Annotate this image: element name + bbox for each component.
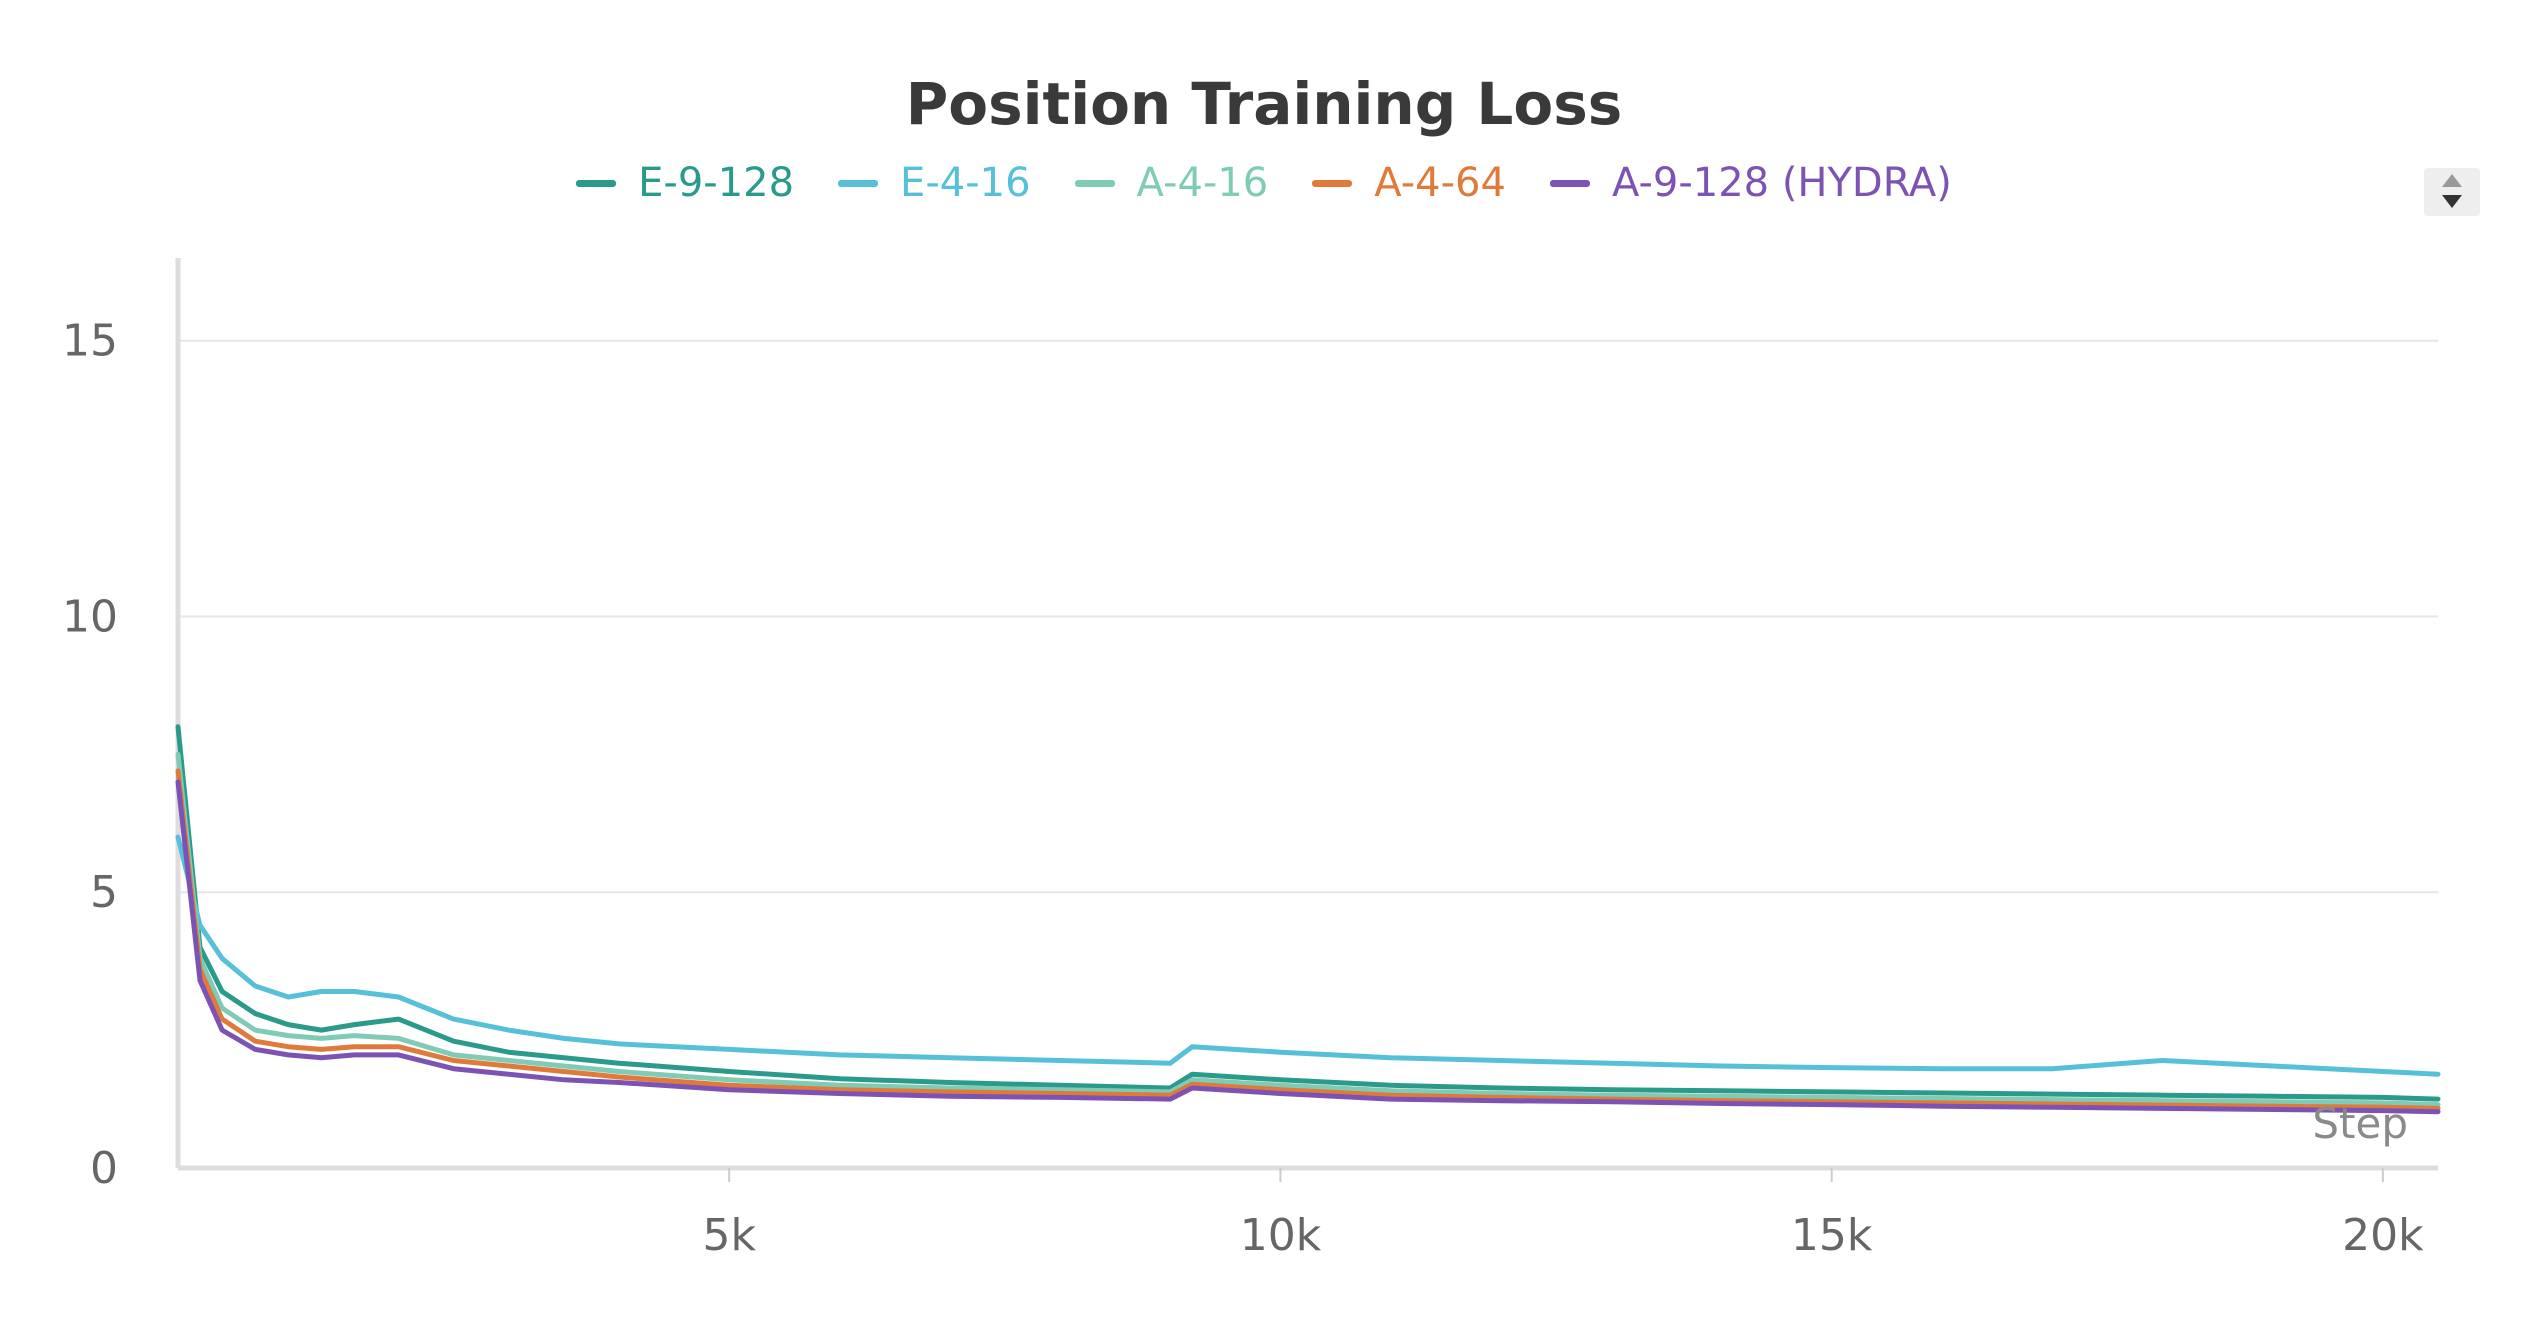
legend-label-a-4-16: A-4-16 [1136,160,1269,206]
chart-legend: E-9-128 E-4-16 A-4-16 A-4-64 A-9-128 (HY… [0,160,2528,206]
legend-label-e-4-16: E-4-16 [900,160,1031,206]
scroll-down-arrow-icon[interactable] [2442,195,2462,208]
series-line-e-4-16 [175,834,2441,1077]
x-tick-label: 15k [1791,1210,1873,1261]
legend-item-a-4-64[interactable]: A-4-64 [1312,160,1506,206]
series-line-a-4-64 [175,768,2441,1111]
x-axis-label: Step [2312,1099,2408,1148]
scroll-up-arrow-icon[interactable] [2442,174,2462,187]
series-line-a-4-16 [175,751,2441,1108]
legend-label-e-9-128: E-9-128 [638,160,795,206]
legend-label-a-9-128-hydra: A-9-128 (HYDRA) [1611,160,1952,206]
legend-swatch-a-4-64 [1312,179,1353,187]
legend-item-e-4-16[interactable]: E-4-16 [838,160,1031,206]
legend-label-a-4-64: A-4-64 [1374,160,1506,206]
y-tick-label: 0 [90,1143,118,1194]
x-tick-label: 20k [2342,1210,2424,1261]
series-line-a-9-128-hydra [175,779,2441,1115]
y-tick-label: 15 [62,316,118,367]
legend-scroll-button[interactable] [2424,168,2480,216]
legend-swatch-a-9-128-hydra [1549,179,1590,187]
chart-title: Position Training Loss [905,70,1623,138]
x-tick-label: 5k [702,1210,756,1261]
y-tick-label: 10 [62,591,118,642]
legend-item-a-9-128-hydra[interactable]: A-9-128 (HYDRA) [1549,160,1952,206]
y-tick-label: 5 [90,867,118,918]
legend-swatch-a-4-16 [1074,179,1115,187]
legend-item-a-4-16[interactable]: A-4-16 [1074,160,1269,206]
legend-swatch-e-9-128 [576,179,617,187]
series-line-e-9-128 [175,724,2441,1102]
legend-swatch-e-4-16 [838,179,879,187]
x-tick-label: 10k [1240,1210,1322,1261]
legend-item-e-9-128[interactable]: E-9-128 [576,160,794,206]
